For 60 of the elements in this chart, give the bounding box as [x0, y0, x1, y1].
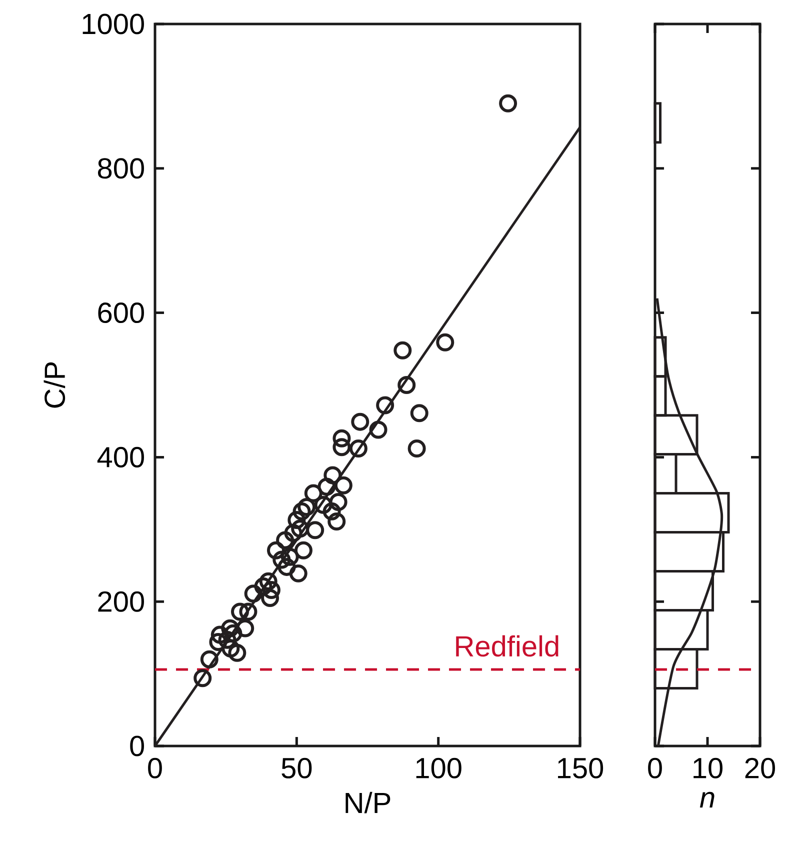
- point: [292, 502, 311, 520]
- point: [194, 669, 212, 688]
- x-tick-label: 20: [745, 758, 775, 778]
- point: [239, 602, 258, 621]
- ref-line-label: Redfield: [456, 635, 558, 657]
- x-tick-label: 100: [416, 758, 462, 778]
- point: [351, 412, 370, 431]
- point: [210, 626, 229, 644]
- point: [231, 602, 250, 621]
- point: [436, 333, 454, 352]
- y-tick-label: 0: [130, 736, 144, 756]
- x-tick-label: 0: [148, 758, 162, 778]
- point: [499, 94, 518, 112]
- x-tick-label: 150: [558, 758, 604, 778]
- x-tick-label: 0: [648, 758, 662, 778]
- point: [410, 404, 428, 422]
- point: [329, 492, 348, 511]
- point: [376, 396, 394, 414]
- y-axis-title: C/P: [44, 362, 66, 408]
- point: [332, 438, 351, 456]
- y-tick-label: 1000: [82, 14, 144, 34]
- point: [298, 498, 316, 516]
- point: [322, 502, 341, 520]
- point: [272, 550, 291, 569]
- point: [394, 341, 412, 360]
- point: [328, 512, 346, 530]
- point: [266, 541, 285, 560]
- point: [314, 496, 332, 514]
- point: [289, 564, 308, 582]
- point: [228, 644, 246, 662]
- point: [306, 521, 324, 540]
- y-tick-label: 200: [98, 591, 144, 612]
- point: [222, 640, 240, 658]
- y-tick-label: 800: [98, 158, 144, 179]
- point: [200, 650, 218, 668]
- point: [259, 572, 278, 590]
- point: [209, 633, 228, 652]
- point: [294, 541, 312, 560]
- point: [334, 476, 352, 494]
- point: [288, 511, 306, 530]
- y-tick-label: 600: [98, 302, 144, 324]
- x-axis-title: N/P: [346, 792, 390, 814]
- point: [304, 484, 322, 502]
- x-tick-label: 10: [694, 758, 722, 778]
- point: [332, 429, 351, 448]
- point: [276, 531, 294, 550]
- point: [318, 478, 336, 496]
- point: [408, 440, 426, 458]
- point: [261, 588, 280, 607]
- point: [291, 520, 310, 538]
- point: [349, 440, 368, 458]
- x-axis-title: n: [700, 792, 714, 808]
- point: [369, 420, 388, 439]
- point: [244, 584, 262, 603]
- point: [236, 619, 254, 638]
- point: [324, 466, 342, 484]
- y-tick-label: 400: [97, 446, 144, 468]
- point: [262, 581, 280, 600]
- x-tick-label: 50: [282, 758, 312, 778]
- point: [398, 376, 416, 394]
